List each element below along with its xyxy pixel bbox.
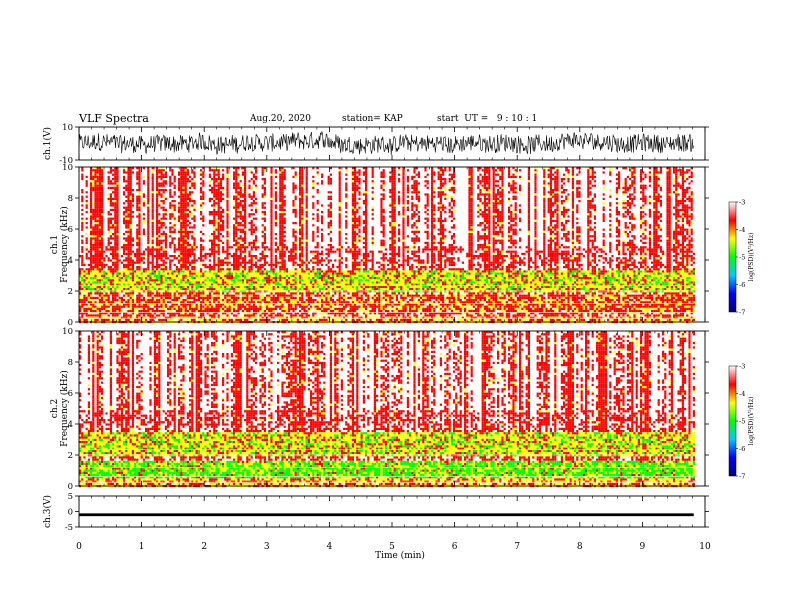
panel2-tick-label: 8 xyxy=(68,194,73,204)
x-tick-label: 2 xyxy=(201,542,207,552)
panel2-tick-label: 10 xyxy=(62,163,73,173)
panel3-ylabel-bottom: Frequency (kHz) xyxy=(59,370,70,447)
ch1-tick-label: 10 xyxy=(62,123,73,133)
colorbar-gradient xyxy=(728,365,737,477)
x-tick-label: 8 xyxy=(577,542,583,552)
colorbar-gradient xyxy=(728,201,737,313)
panel2-ylabel-bottom: Frequency (kHz) xyxy=(59,206,70,283)
panel3-tick-label: 10 xyxy=(62,327,73,337)
panel3-ylabel-top: ch.2 xyxy=(50,399,60,418)
panel3-tick-label: 6 xyxy=(68,389,73,399)
colorbar-tick-label: -7 xyxy=(739,309,745,317)
x-tick-label: 3 xyxy=(264,542,270,552)
date-label: Aug.20, 2020 xyxy=(250,114,311,124)
x-axis-label: Time (min) xyxy=(375,550,425,561)
panel2-tick-label: 4 xyxy=(68,256,73,266)
panel3-tick-label: 0 xyxy=(68,482,73,492)
ch2-spectrogram-panel: 0 2 4 6 8 10 ch.2 Frequency (kHz) xyxy=(50,327,709,492)
ch1-tick-label: -10 xyxy=(59,156,73,166)
ch1-spectrogram-panel: 0 2 4 6 8 10 ch.1 Frequency (kHz) xyxy=(50,163,709,328)
colorbar-tick-label: -6 xyxy=(739,281,745,289)
colorbar-label: log(PSD)(V²/Hz) xyxy=(748,397,755,446)
x-tick-label: 9 xyxy=(640,542,646,552)
x-tick-label: 10 xyxy=(699,542,711,552)
colorbar-tick-label: -4 xyxy=(739,226,745,234)
colorbar-label: log(PSD)(V²/Hz) xyxy=(748,233,755,282)
ch3-tick-label: -5 xyxy=(65,523,73,533)
panel3-tick-label: 8 xyxy=(68,358,73,368)
ch3-waveform-band xyxy=(79,513,694,517)
x-tick-label: 5 xyxy=(389,542,395,552)
ch1-ylabel: ch.1(V) xyxy=(42,127,53,160)
colorbar-tick-label: -5 xyxy=(739,254,745,262)
panel2-tick-label: 2 xyxy=(68,287,73,297)
colorbar-tick-label: -3 xyxy=(739,363,745,371)
x-tick-label: 7 xyxy=(514,542,520,552)
ch3-ylabel: ch.3(V) xyxy=(42,495,53,528)
ch2-colorbar: -3 -4 -5 -6 -7 log(PSD)(V²/Hz) xyxy=(728,363,755,481)
ch3-waveform-panel: 5 0 -5 ch.3(V) xyxy=(42,492,709,533)
station-label: station= KAP xyxy=(342,114,403,124)
panel3-tick-label: 2 xyxy=(68,451,73,461)
x-tick-label: 6 xyxy=(452,542,458,552)
x-tick-label: 0 xyxy=(76,542,82,552)
ch3-tick-label: 0 xyxy=(68,508,73,518)
colorbar-tick-label: -6 xyxy=(739,445,745,453)
start-time-label: start UT = 9 : 10 : 1 xyxy=(437,114,537,124)
ch1-colorbar: -3 -4 -5 -6 -7 log(PSD)(V²/Hz) xyxy=(728,199,755,317)
x-tick-label: 4 xyxy=(327,542,333,552)
panel2-tick-label: 6 xyxy=(68,225,73,235)
colorbar-tick-label: -5 xyxy=(739,418,745,426)
time-axis: 0 1 2 3 4 5 6 7 8 9 10 Time (min) xyxy=(76,542,711,561)
ch1-waveform-line xyxy=(78,130,694,156)
chart-title: VLF Spectra xyxy=(79,112,149,125)
ch1-waveform-panel: 10 -10 ch.1(V) xyxy=(42,123,709,166)
ch3-tick-label: 5 xyxy=(68,492,73,502)
spectrogram-cells xyxy=(79,331,695,488)
panel2-tick-label: 0 xyxy=(68,318,73,328)
colorbar-tick-label: -3 xyxy=(739,199,745,207)
colorbar-tick-label: -4 xyxy=(739,390,745,398)
x-tick-label: 1 xyxy=(139,542,145,552)
panel3-tick-label: 4 xyxy=(68,420,73,430)
panel2-ylabel-top: ch.1 xyxy=(50,235,60,254)
colorbar-tick-label: -7 xyxy=(739,473,745,481)
